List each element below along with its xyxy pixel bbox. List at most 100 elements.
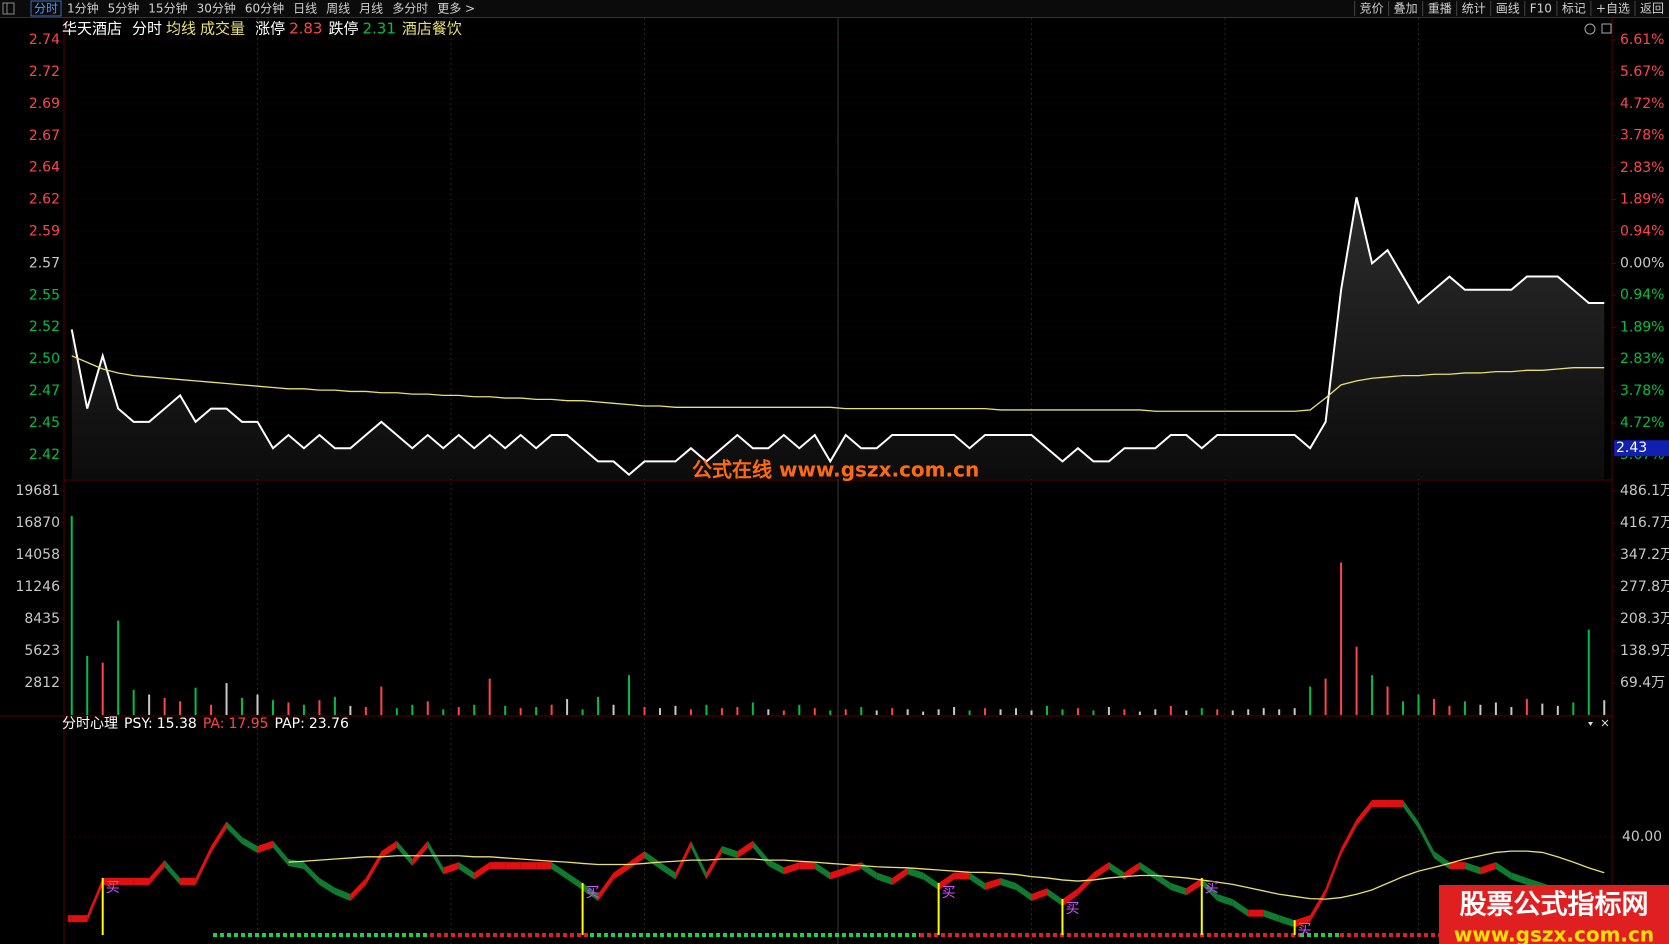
toolbar-tab[interactable]: 周线 xyxy=(326,2,350,16)
price-axis-label: 2.52 xyxy=(29,319,60,335)
volume-bar xyxy=(349,705,352,715)
volume-bar xyxy=(210,704,213,715)
toolbar-tab[interactable]: 1分钟 xyxy=(67,1,99,16)
step-block xyxy=(1108,862,1125,880)
step-block xyxy=(272,840,289,867)
volume-bar xyxy=(302,704,305,715)
price-axis-label: 2.57 xyxy=(29,255,60,271)
volume-bar xyxy=(798,704,801,715)
volume-bar xyxy=(1572,702,1575,715)
step-block xyxy=(1310,888,1326,923)
volume-bar xyxy=(1061,709,1064,715)
volume-bar xyxy=(101,662,104,715)
toolbar xyxy=(0,0,1669,17)
step-block xyxy=(350,877,366,902)
toolbar-tab[interactable]: 分时 xyxy=(34,2,58,16)
step-block xyxy=(1046,888,1063,907)
step-block xyxy=(1480,862,1496,875)
series-line xyxy=(71,355,1605,412)
toolbar-tab[interactable]: 月线 xyxy=(359,2,383,16)
badge xyxy=(1439,885,1669,944)
volume-bar xyxy=(1355,646,1358,715)
volume-bar xyxy=(1324,678,1327,715)
price-axis-label: 2.72 xyxy=(29,64,60,80)
amount-axis-label: 416.7万 xyxy=(1620,515,1669,531)
step-block xyxy=(938,872,955,891)
step-block xyxy=(412,840,428,867)
toolbar-button[interactable]: 统计 xyxy=(1462,2,1486,16)
step-block xyxy=(536,862,552,870)
amount-axis-label: 208.3万 xyxy=(1620,611,1669,627)
step-block xyxy=(1201,877,1218,902)
toolbar-tab[interactable]: 5分钟 xyxy=(108,1,140,16)
price-axis-label: 2.62 xyxy=(29,192,60,208)
toolbar-button[interactable]: 返回 xyxy=(1640,2,1664,16)
volume-bar xyxy=(488,678,491,715)
toolbar-tab[interactable]: 更多 > xyxy=(437,2,475,16)
toolbar-button[interactable]: 重播 xyxy=(1428,2,1452,16)
toolbar-button[interactable]: +自选 xyxy=(1596,2,1630,16)
step-block xyxy=(180,877,196,885)
volume-bar xyxy=(148,694,151,715)
volume-bar xyxy=(473,704,476,715)
percent-axis-label: 0.94% xyxy=(1620,224,1664,240)
volume-bar xyxy=(829,710,832,715)
step-block xyxy=(814,862,831,880)
percent-axis-label: 4.72% xyxy=(1620,96,1664,112)
toolbar-tab[interactable]: 日线 xyxy=(293,2,317,16)
step-block xyxy=(1418,821,1434,859)
sidebar-toggle[interactable] xyxy=(2,2,15,15)
volume-bar xyxy=(86,655,89,715)
volume-bar xyxy=(674,705,677,715)
step-block xyxy=(659,862,676,880)
buy-label: 买 xyxy=(106,880,120,896)
volume-bar xyxy=(380,686,383,715)
toolbar-button[interactable]: 标记 xyxy=(1562,2,1586,16)
toolbar-button[interactable]: F10 xyxy=(1530,2,1552,16)
toolbar-button[interactable]: 竞价 xyxy=(1360,2,1384,16)
toolbar-tab[interactable]: 15分钟 xyxy=(148,1,187,16)
step-block xyxy=(1464,862,1481,875)
header-text: 成交量 xyxy=(200,20,245,38)
step-block xyxy=(1387,800,1404,808)
volume-bar xyxy=(1510,707,1513,715)
readout-label: PA: xyxy=(203,716,225,732)
toolbar-button[interactable]: 画线 xyxy=(1496,2,1520,16)
close-icon[interactable] xyxy=(1601,719,1609,727)
readout-value: 17.95 xyxy=(228,716,268,732)
volume-bar xyxy=(689,709,692,715)
step-block xyxy=(1186,877,1202,896)
volume-bar xyxy=(1123,709,1126,715)
series-line xyxy=(288,850,1605,900)
volume-bar xyxy=(1494,702,1497,715)
volume-bar xyxy=(1556,705,1559,715)
header-text: 跌停 xyxy=(328,20,358,38)
volume-bar xyxy=(937,709,940,715)
toolbar-tab[interactable]: 多分时 xyxy=(392,2,428,16)
volume-bar xyxy=(1015,708,1018,715)
toolbar-button[interactable]: 叠加 xyxy=(1394,2,1418,16)
step-block xyxy=(427,840,444,875)
volume-bar xyxy=(844,709,847,715)
window-icon[interactable] xyxy=(1601,23,1612,34)
step-block xyxy=(149,860,165,885)
volume-bar xyxy=(1402,701,1405,715)
step-block xyxy=(907,867,924,880)
step-block xyxy=(737,840,753,859)
step-block xyxy=(1016,883,1032,902)
step-block xyxy=(598,872,614,902)
step-block xyxy=(1372,800,1388,808)
dropdown-icon[interactable] xyxy=(1588,722,1593,726)
volume-bar xyxy=(705,704,708,715)
percent-axis-label: 2.83% xyxy=(1620,160,1664,176)
price-axis-label: 2.69 xyxy=(29,96,60,112)
toolbar-tab[interactable]: 30分钟 xyxy=(197,1,236,16)
volume-bar xyxy=(535,707,538,715)
volume-bar xyxy=(287,702,290,715)
toolbar-tab[interactable]: 60分钟 xyxy=(245,1,284,16)
step-block xyxy=(830,867,846,880)
volume-bar xyxy=(1587,629,1590,715)
volume-bar xyxy=(984,708,987,715)
add-icon[interactable] xyxy=(1584,23,1596,35)
step-block xyxy=(67,915,72,923)
